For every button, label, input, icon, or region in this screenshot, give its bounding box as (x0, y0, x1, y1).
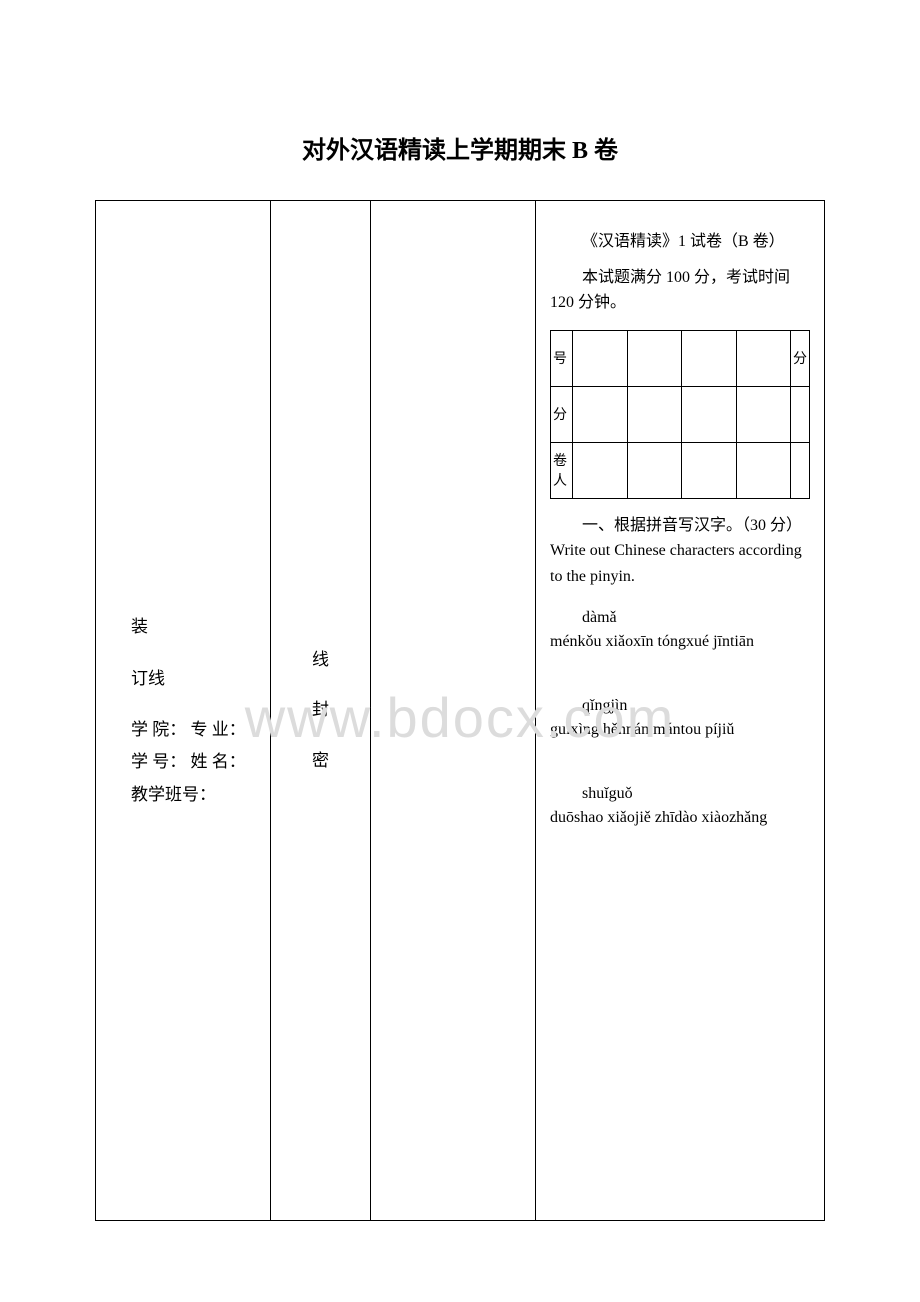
exam-title: 《汉语精读》1 试卷（B 卷） (550, 229, 810, 255)
exam-meta: 本试题满分 100 分，考试时间 120 分钟。 (550, 265, 810, 316)
score-row-label: 号 (551, 330, 573, 386)
score-cell (627, 442, 682, 498)
score-cell (736, 330, 791, 386)
page-title: 对外汉语精读上学期期末 B 卷 (95, 130, 825, 165)
score-cell (573, 442, 628, 498)
zhuang-label: 装 (131, 610, 255, 644)
score-cell (682, 330, 737, 386)
score-cell (627, 330, 682, 386)
exam-content-column: 《汉语精读》1 试卷（B 卷） 本试题满分 100 分，考试时间 120 分钟。… (536, 201, 825, 1221)
main-layout-table: 装 订线 学 院： 专 业： 学 号： 姓 名： 教学班号： 线 封 密 《汉语… (95, 200, 825, 1221)
pinyin-group: qǐngjìn guìxìng hěnnán mántou píjiǔ (550, 694, 810, 742)
score-cell (736, 386, 791, 442)
score-cell (682, 442, 737, 498)
score-row-label: 卷人 (551, 442, 573, 498)
student-info-block: 学 院： 专 业： 学 号： 姓 名： 教学班号： (131, 714, 255, 811)
pinyin-first: shuǐguǒ (550, 782, 810, 806)
pinyin-rest: guìxìng hěnnán mántou píjiǔ (550, 721, 734, 738)
score-row-end (791, 442, 810, 498)
seal-column: 线 封 密 (271, 201, 371, 1221)
xian-label: 线 (271, 639, 370, 682)
pinyin-group: shuǐguǒ duōshao xiǎojiě zhīdào xiàozhǎng (550, 782, 810, 830)
dingxian-label: 订线 (131, 662, 255, 696)
pinyin-rest: ménkǒu xiǎoxīn tóngxué jīntiān (550, 633, 754, 650)
score-cell (682, 386, 737, 442)
feng-label: 封 (271, 689, 370, 732)
score-cell (573, 386, 628, 442)
score-table: 号分分卷人 (550, 330, 810, 499)
pinyin-first: qǐngjìn (550, 694, 810, 718)
score-row-label: 分 (551, 386, 573, 442)
pinyin-group: dàmǎ ménkǒu xiǎoxīn tóngxué jīntiān (550, 606, 810, 654)
section-1-label: 一、根据拼音写汉字。（30 分）Write out Chinese charac… (550, 513, 810, 590)
spacer-column (371, 201, 536, 1221)
score-row-end (791, 386, 810, 442)
mi-label: 密 (271, 740, 370, 783)
score-cell (627, 386, 682, 442)
pinyin-rest: duōshao xiǎojiě zhīdào xiàozhǎng (550, 809, 767, 826)
score-cell (573, 330, 628, 386)
score-row-end: 分 (791, 330, 810, 386)
score-cell (736, 442, 791, 498)
binding-column: 装 订线 学 院： 专 业： 学 号： 姓 名： 教学班号： (96, 201, 271, 1221)
pinyin-first: dàmǎ (550, 606, 810, 630)
